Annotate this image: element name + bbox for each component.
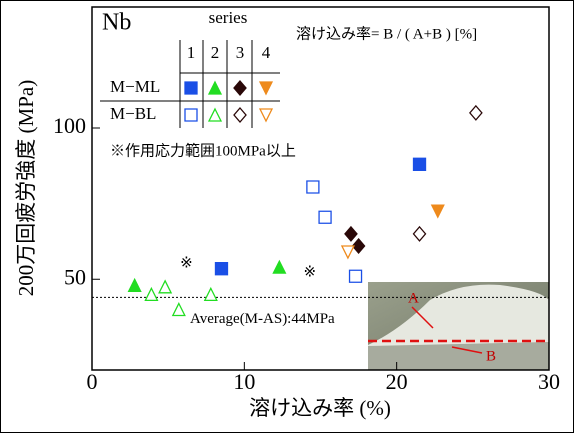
legend-marker [234, 108, 246, 122]
data-point [470, 106, 482, 120]
legend-marker [234, 81, 246, 95]
legend-marker [260, 82, 272, 94]
formula: 溶け込み率= B / ( A+B ) [%] [296, 25, 477, 42]
data-point [129, 279, 141, 291]
x-tick-label: 30 [538, 369, 560, 394]
data-point [432, 205, 444, 217]
legend-column: 2 [211, 43, 220, 62]
legend-marker [185, 109, 197, 121]
x-tick-label: 10 [233, 369, 255, 394]
legend-column: 3 [236, 43, 245, 62]
data-point [342, 246, 354, 258]
y-tick-label: 100 [53, 113, 86, 138]
legend-row: M−ML [110, 77, 160, 96]
x-tick-label: 0 [87, 369, 98, 394]
x-axis-label: 溶け込み率 (%) [249, 396, 391, 420]
note-point: ※ [180, 256, 193, 272]
data-point [215, 263, 227, 275]
note-point: ※ [304, 265, 317, 281]
inset-label: A [408, 290, 419, 306]
legend-marker [209, 109, 221, 121]
data-point [145, 288, 157, 300]
legend-header: series [209, 8, 248, 27]
note: ※作用応力範囲100MPa以上 [110, 141, 296, 159]
legend-column: 1 [187, 43, 196, 62]
data-point [205, 288, 217, 300]
data-point [414, 158, 426, 170]
legend-column: 4 [262, 43, 271, 62]
data-point [173, 304, 185, 316]
reference-label: Average(M-AS):44MPa [190, 311, 335, 327]
inset-label: B [486, 348, 496, 364]
legend-marker [260, 109, 272, 121]
legend-title: Nb [102, 10, 131, 36]
legend-row: M−BL [110, 104, 156, 123]
legend-marker [209, 82, 221, 94]
data-point [414, 227, 426, 241]
y-tick-label: 50 [64, 264, 86, 289]
x-tick-label: 20 [386, 369, 408, 394]
data-point [273, 261, 285, 273]
data-point [350, 270, 362, 282]
data-point [345, 227, 357, 241]
data-point [319, 211, 331, 223]
data-point [159, 281, 171, 293]
legend-marker [185, 82, 197, 94]
chart: A B 溶け込み率 (%) 200万回疲労強度 (MPa) 溶け込み率= B /… [0, 0, 574, 433]
y-axis-label: 200万回疲労強度 (MPa) [14, 80, 38, 296]
inset-photo [368, 282, 549, 370]
data-point [307, 181, 319, 193]
